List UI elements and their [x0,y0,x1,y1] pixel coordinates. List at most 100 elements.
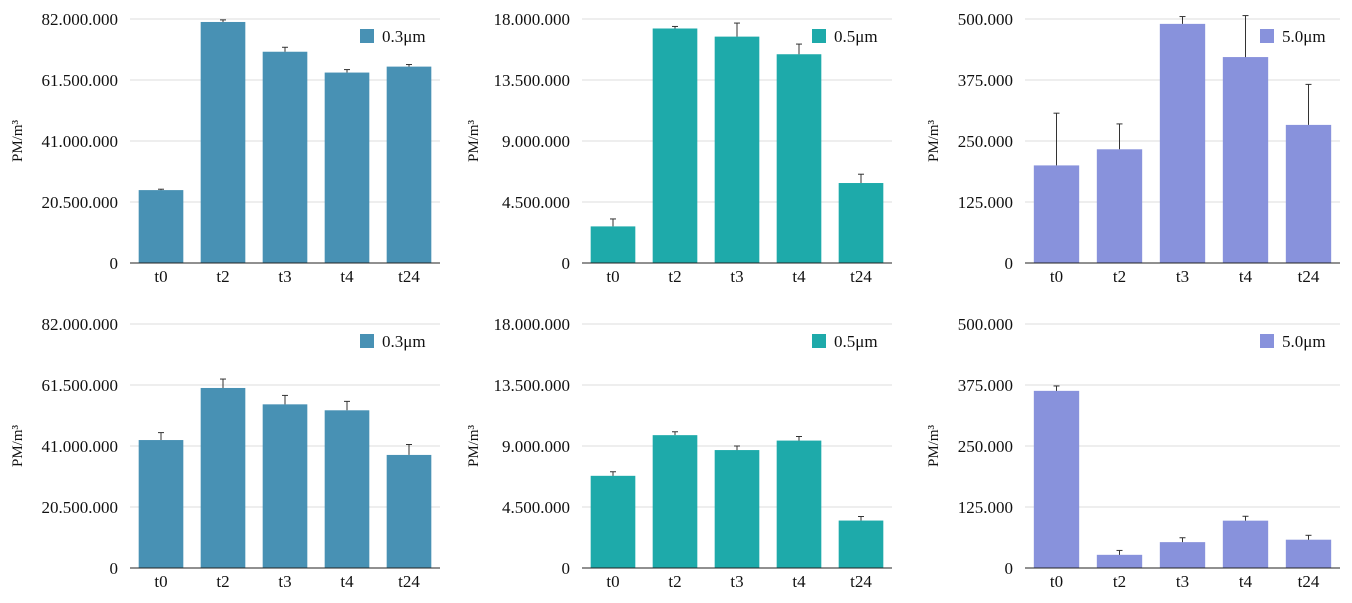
bar-t0 [1033,390,1080,568]
legend-swatch [812,29,826,43]
bar-t3 [262,404,308,568]
y-tick-label: 61.500.000 [42,376,119,395]
legend-swatch [1260,334,1274,348]
chart-panel-4: 0 20.500.000 41.000.000 61.500.000 82.000.00… [10,315,440,591]
x-tick-label: t4 [340,267,354,286]
bar-t2 [1096,554,1143,568]
bar-t2 [652,28,698,263]
y-tick-label: 82.000.000 [42,10,119,29]
x-tick-label: t3 [1176,267,1189,286]
y-tick-label: 9.000.000 [502,437,570,456]
y-tick-label: 41.000.000 [42,437,119,456]
bar-t3 [1159,542,1206,568]
bar-t3 [714,36,760,263]
y-tick-label: 13.500.000 [494,376,571,395]
y-tick-label: 250.000 [958,437,1013,456]
x-tick-label: t24 [850,267,872,286]
x-tick-label: t0 [1050,572,1063,591]
x-tick-label: t24 [1298,267,1320,286]
y-tick-label: 20.500.000 [42,193,119,212]
bar-t4 [776,440,822,568]
x-tick-label: t4 [340,572,354,591]
y-tick-label: 9.000.000 [502,132,570,151]
bar-t24 [1285,539,1332,568]
bar-t2 [1096,149,1143,263]
bar-t0 [1033,165,1080,263]
chart-panel-6: 0 125.000 250.000 375.000 500.000 PM/m³ t0 t2 t3… [926,315,1340,591]
bar-t24 [386,66,432,263]
y-tick-label: 4.500.000 [502,193,570,212]
y-axis-title: PM/m³ [466,119,482,162]
x-tick-label: t4 [1239,267,1253,286]
legend-label: 5.0μm [1282,332,1326,351]
y-tick-label: 0 [562,254,571,273]
y-tick-label: 500.000 [958,10,1013,29]
x-tick-label: t3 [730,267,743,286]
bar-t4 [1222,57,1269,264]
x-tick-label: t3 [278,267,291,286]
x-tick-label: t2 [216,267,229,286]
legend-label: 0.5μm [834,27,878,46]
y-tick-label: 0 [110,559,119,578]
chart-panel-5: 0 4.500.000 9.000.000 13.500.000 18.000.000 P… [466,315,892,591]
y-axis-title: PM/m³ [466,424,482,467]
y-tick-label: 500.000 [958,315,1013,334]
chart-panel-2: 0 4.500.000 9.000.000 13.500.000 18.000.000 P… [466,10,892,286]
bar-t24 [386,454,432,568]
x-tick-label: t2 [668,267,681,286]
y-axis-title: PM/m³ [10,424,26,467]
bar-t0 [138,440,184,568]
x-tick-label: t0 [1050,267,1063,286]
y-tick-label: 250.000 [958,132,1013,151]
x-tick-label: t4 [792,267,806,286]
x-tick-label: t24 [398,572,420,591]
bar-t4 [776,54,822,263]
y-tick-label: 375.000 [958,376,1013,395]
y-axis-title: PM/m³ [10,119,26,162]
bar-t4 [324,410,370,568]
x-tick-label: t0 [154,267,167,286]
y-tick-label: 125.000 [958,193,1013,212]
bar-t2 [200,387,246,568]
legend-swatch [360,334,374,348]
legend-label: 0.3μm [382,332,426,351]
y-tick-label: 125.000 [958,498,1013,517]
x-tick-label: t24 [850,572,872,591]
legend-swatch [812,334,826,348]
x-tick-label: t2 [668,572,681,591]
bar-t0 [590,226,636,263]
y-tick-label: 61.500.000 [42,71,119,90]
x-tick-label: t4 [1239,572,1253,591]
bar-t24 [838,520,884,568]
legend-swatch [360,29,374,43]
x-tick-label: t2 [1113,267,1126,286]
y-tick-label: 375.000 [958,71,1013,90]
x-tick-label: t0 [606,267,619,286]
y-tick-label: 13.500.000 [494,71,571,90]
y-axis-title: PM/m³ [926,424,942,467]
x-tick-label: t3 [730,572,743,591]
bar-t2 [200,21,246,263]
y-tick-label: 41.000.000 [42,132,119,151]
bar-t3 [262,51,308,264]
bar-t0 [590,475,636,568]
y-tick-label: 0 [562,559,571,578]
legend-swatch [1260,29,1274,43]
y-tick-label: 4.500.000 [502,498,570,517]
x-tick-label: t3 [1176,572,1189,591]
y-tick-label: 20.500.000 [42,498,119,517]
y-tick-label: 0 [1005,559,1014,578]
bar-t4 [324,72,370,263]
x-tick-label: t3 [278,572,291,591]
x-tick-label: t4 [792,572,806,591]
y-tick-label: 82.000.000 [42,315,119,334]
bar-t24 [1285,124,1332,264]
y-tick-label: 18.000.000 [494,315,571,334]
x-tick-label: t0 [606,572,619,591]
bar-t24 [838,183,884,263]
bar-t4 [1222,520,1269,568]
x-tick-label: t0 [154,572,167,591]
legend-label: 0.3μm [382,27,426,46]
